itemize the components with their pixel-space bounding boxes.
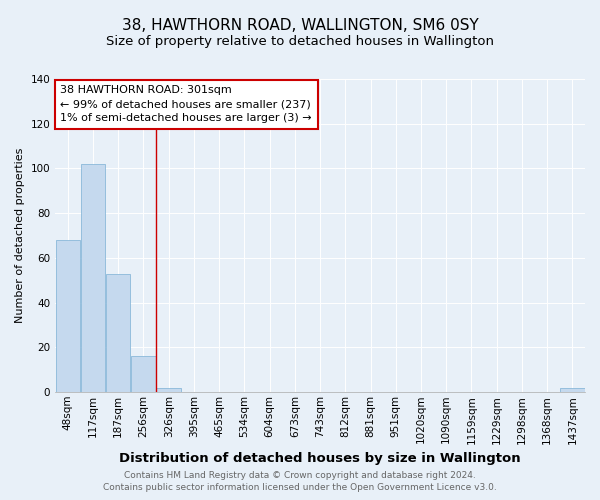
Y-axis label: Number of detached properties: Number of detached properties	[15, 148, 25, 324]
Text: 38, HAWTHORN ROAD, WALLINGTON, SM6 0SY: 38, HAWTHORN ROAD, WALLINGTON, SM6 0SY	[122, 18, 478, 32]
Text: Size of property relative to detached houses in Wallington: Size of property relative to detached ho…	[106, 35, 494, 48]
Bar	[56, 240, 80, 392]
X-axis label: Distribution of detached houses by size in Wallington: Distribution of detached houses by size …	[119, 452, 521, 465]
Bar	[81, 164, 105, 392]
Text: 38 HAWTHORN ROAD: 301sqm
← 99% of detached houses are smaller (237)
1% of semi-d: 38 HAWTHORN ROAD: 301sqm ← 99% of detach…	[61, 86, 312, 124]
Bar	[131, 356, 156, 392]
Bar	[560, 388, 584, 392]
Text: Contains HM Land Registry data © Crown copyright and database right 2024.
Contai: Contains HM Land Registry data © Crown c…	[103, 471, 497, 492]
Bar	[106, 274, 130, 392]
Bar	[157, 388, 181, 392]
